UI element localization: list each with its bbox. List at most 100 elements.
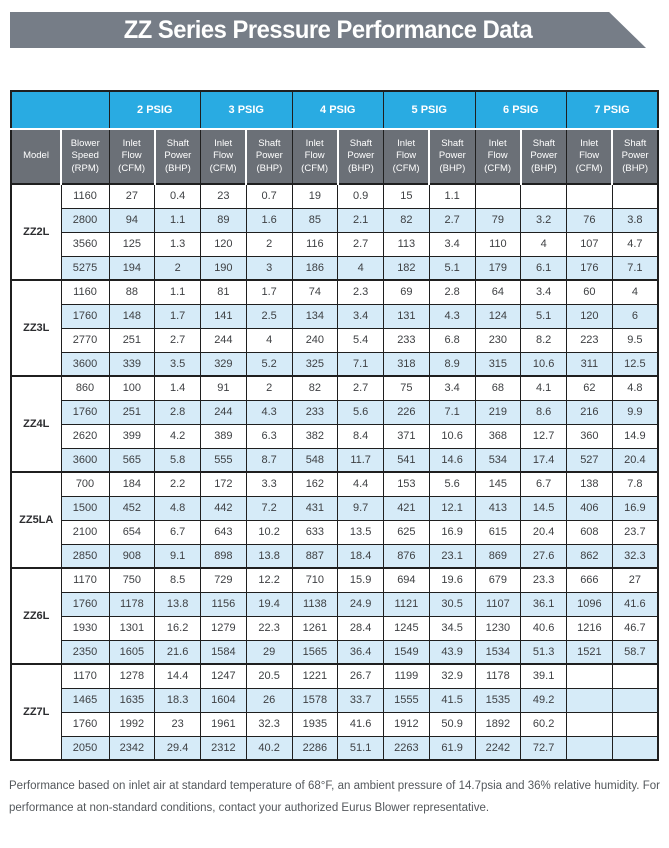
model-label: ZZ4L bbox=[10, 375, 62, 473]
shaft-power-cell: 9.7 bbox=[337, 495, 384, 521]
shaft-power-cell: 3.4 bbox=[428, 231, 476, 257]
shaft-power-cell: 3.8 bbox=[611, 207, 659, 233]
inlet-flow-header: Inlet Flow (CFM) bbox=[383, 128, 431, 185]
inlet-flow-cell: 23 bbox=[200, 183, 247, 209]
inlet-flow-cell: 125 bbox=[108, 231, 156, 257]
inlet-flow-cell: 1912 bbox=[383, 711, 430, 737]
shaft-power-cell: 4.2 bbox=[154, 423, 201, 449]
inlet-flow-cell: 1279 bbox=[200, 615, 247, 641]
inlet-flow-cell: 389 bbox=[200, 423, 247, 449]
inlet-flow-cell bbox=[474, 183, 522, 209]
inlet-flow-header: Inlet Flow (CFM) bbox=[108, 128, 156, 185]
inlet-flow-cell: 1301 bbox=[108, 615, 156, 641]
inlet-flow-cell: 368 bbox=[474, 423, 522, 449]
inlet-flow-header: Inlet Flow (CFM) bbox=[200, 128, 248, 185]
inlet-flow-cell: 85 bbox=[291, 207, 339, 233]
blower-speed-cell: 3560 bbox=[60, 231, 110, 257]
shaft-power-cell: 26 bbox=[245, 687, 293, 713]
blower-speed-cell: 1160 bbox=[60, 183, 110, 209]
shaft-power-cell: 2 bbox=[154, 255, 201, 281]
inlet-flow-cell: 148 bbox=[108, 303, 156, 329]
inlet-flow-cell: 172 bbox=[200, 471, 247, 497]
inlet-flow-cell: 64 bbox=[474, 279, 522, 305]
inlet-flow-cell: 82 bbox=[291, 375, 339, 401]
shaft-power-cell: 1.1 bbox=[428, 183, 476, 209]
inlet-flow-cell: 19 bbox=[291, 183, 339, 209]
shaft-power-cell: 0.7 bbox=[245, 183, 293, 209]
inlet-flow-cell: 244 bbox=[200, 399, 247, 425]
shaft-power-cell: 5.4 bbox=[337, 327, 384, 353]
model-label: ZZ6L bbox=[10, 567, 62, 665]
shaft-power-cell: 24.9 bbox=[337, 591, 384, 617]
shaft-power-cell: 12.1 bbox=[428, 495, 476, 521]
shaft-power-cell: 21.6 bbox=[154, 639, 201, 665]
inlet-flow-header: Inlet Flow (CFM) bbox=[566, 128, 614, 185]
inlet-flow-cell: 1555 bbox=[383, 687, 430, 713]
inlet-flow-cell: 100 bbox=[108, 375, 156, 401]
inlet-flow-cell bbox=[566, 687, 613, 713]
inlet-flow-cell: 82 bbox=[383, 207, 430, 233]
shaft-power-cell: 1.6 bbox=[245, 207, 293, 233]
inlet-flow-cell: 750 bbox=[108, 567, 156, 593]
inlet-flow-cell: 81 bbox=[200, 279, 247, 305]
table-row: 3600 339 3.5 329 5.2 325 7.1 318 8.9 315 10.6 311 12… bbox=[11, 351, 659, 377]
inlet-flow-cell: 654 bbox=[108, 519, 156, 545]
shaft-power-cell: 51.1 bbox=[337, 735, 384, 761]
blower-speed-cell: 1760 bbox=[60, 303, 110, 329]
table-row: ZZ3L 1160 88 1.1 81 1.7 74 2.3 69 2.8 64 3.4 60 4 bbox=[10, 279, 659, 377]
inlet-flow-cell: 1961 bbox=[200, 711, 247, 737]
shaft-power-cell: 39.1 bbox=[520, 663, 567, 689]
shaft-power-cell: 19.4 bbox=[245, 591, 293, 617]
inlet-flow-cell: 1261 bbox=[291, 615, 339, 641]
inlet-flow-cell: 694 bbox=[383, 567, 430, 593]
inlet-flow-cell: 226 bbox=[383, 399, 430, 425]
shaft-power-cell: 5.1 bbox=[520, 303, 567, 329]
column-header-row: Model Blower Speed (RPM) Inlet Flow (CFM… bbox=[10, 128, 659, 185]
shaft-power-cell: 10.6 bbox=[428, 423, 476, 449]
blower-speed-cell: 2620 bbox=[60, 423, 110, 449]
table-row: 3560 125 1.3 120 2 116 2.7 113 3.4 110 4 107 4.7 bbox=[11, 231, 659, 257]
model-label: ZZ2L bbox=[10, 183, 62, 281]
inlet-flow-cell: 729 bbox=[200, 567, 247, 593]
inlet-flow-cell: 679 bbox=[474, 567, 522, 593]
shaft-power-cell: 30.5 bbox=[428, 591, 476, 617]
inlet-flow-cell: 887 bbox=[291, 543, 339, 569]
shaft-power-cell: 20.5 bbox=[245, 663, 293, 689]
shaft-power-cell: 11.7 bbox=[337, 447, 384, 473]
inlet-flow-cell bbox=[566, 711, 613, 737]
inlet-flow-cell: 182 bbox=[383, 255, 430, 281]
inlet-flow-cell bbox=[566, 663, 613, 689]
inlet-flow-cell: 666 bbox=[566, 567, 613, 593]
model-label: ZZ7L bbox=[10, 663, 62, 761]
shaft-power-header: Shaft Power (BHP) bbox=[428, 128, 476, 185]
blower-speed-cell: 1500 bbox=[60, 495, 110, 521]
shaft-power-cell: 7.1 bbox=[611, 255, 659, 281]
table-row: ZZ6L 1170 750 8.5 729 12.2 710 15.9 694 19.6 679 23… bbox=[10, 567, 659, 665]
shaft-power-cell: 12.5 bbox=[611, 351, 659, 377]
blower-speed-cell: 1170 bbox=[60, 567, 110, 593]
shaft-power-cell: 2.3 bbox=[337, 279, 384, 305]
blower-speed-cell: 2100 bbox=[60, 519, 110, 545]
inlet-flow-cell: 1138 bbox=[291, 591, 339, 617]
performance-table-body: ZZ2L 1160 27 0.4 23 0.7 19 0.9 15 1.1 2800 94 1.1 89 1… bbox=[10, 183, 659, 761]
shaft-power-cell: 4.7 bbox=[611, 231, 659, 257]
inlet-flow-cell: 2242 bbox=[474, 735, 522, 761]
shaft-power-cell: 41.6 bbox=[337, 711, 384, 737]
inlet-flow-cell: 442 bbox=[200, 495, 247, 521]
shaft-power-cell: 26.7 bbox=[337, 663, 384, 689]
inlet-flow-cell: 79 bbox=[474, 207, 522, 233]
table-row: 3600 565 5.8 555 8.7 548 11.7 541 14.6 534 17.4 527… bbox=[11, 447, 659, 473]
shaft-power-cell: 14.5 bbox=[520, 495, 567, 521]
inlet-flow-cell: 134 bbox=[291, 303, 339, 329]
shaft-power-cell: 2.8 bbox=[428, 279, 476, 305]
shaft-power-cell: 6.7 bbox=[520, 471, 567, 497]
psig-header-7psig: 7 PSIG bbox=[566, 90, 659, 130]
shaft-power-cell: 4.8 bbox=[611, 375, 659, 401]
shaft-power-cell: 46.7 bbox=[611, 615, 659, 641]
inlet-flow-header: Inlet Flow (CFM) bbox=[474, 128, 522, 185]
shaft-power-cell: 9.5 bbox=[611, 327, 659, 353]
shaft-power-cell: 60.2 bbox=[520, 711, 567, 737]
shaft-power-cell: 1.7 bbox=[245, 279, 293, 305]
blower-speed-cell: 1465 bbox=[60, 687, 110, 713]
shaft-power-cell: 72.7 bbox=[520, 735, 567, 761]
